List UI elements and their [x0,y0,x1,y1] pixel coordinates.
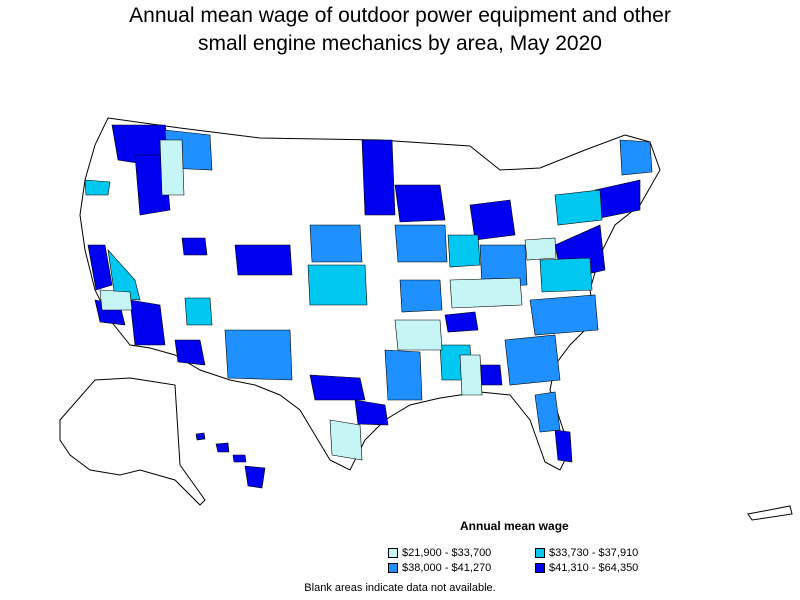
region-michigan [469,199,516,241]
hawaii-island-1 [195,432,206,441]
region-idaho [181,237,208,256]
legend-label-4: $41,310 - $64,350 [549,561,639,574]
region-new-mexico [224,329,293,381]
region-ohio [479,244,528,288]
region-california-central [87,244,113,291]
region-arizona [129,299,166,346]
region-minnesota [361,139,396,216]
legend-item-3: $38,000 - $41,270 [388,561,491,574]
region-missouri [399,279,443,313]
legend-swatch-4 [535,562,545,573]
region-arkansas [394,319,443,351]
region-nebraska-kansas [309,224,363,263]
legend-item-1: $21,900 - $33,700 [388,546,491,559]
region-kansas [307,264,368,306]
region-wisconsin [394,184,446,223]
hawaii-island-2 [215,442,230,453]
region-texas [309,374,366,401]
legend-swatch-2 [535,547,545,558]
legend-item-2: $33,730 - $37,910 [535,546,638,559]
hawaii [195,432,266,489]
region-california-east [107,249,141,301]
region-california-south [99,289,133,311]
regions-light [99,139,557,461]
region-iowa [394,224,448,263]
region-texas-south [354,399,389,426]
map-title-line-1: Annual mean wage of outdoor power equipm… [129,4,671,27]
region-tennessee [444,311,479,333]
region-carolinas [529,294,599,336]
region-alabama-north [459,354,483,396]
region-texas-gulf [329,419,363,461]
legend-swatch-3 [388,562,398,573]
region-west-virginia [524,237,557,261]
region-georgia [504,334,561,386]
region-utah [184,297,213,326]
region-florida-south [554,429,573,463]
region-montana-west [159,139,185,196]
legend-swatch-1 [388,547,398,558]
legend-label-3: $38,000 - $41,270 [402,561,492,574]
region-alabama [479,364,503,386]
legend-title: Annual mean wage [460,519,569,533]
region-maine [619,139,653,176]
legend-label-1: $21,900 - $33,700 [402,546,492,559]
region-texas-east [384,349,423,401]
alaska-outline [59,377,206,506]
map-title-line-2: small engine mechanics by area, May 2020 [198,32,602,55]
region-virginia [539,257,593,293]
hawaii-island-3 [232,454,247,463]
region-colorado [234,244,293,276]
region-indiana [447,234,481,268]
region-kentucky [449,277,523,309]
regions-dark-blue [87,124,641,463]
region-nevada-north [84,179,111,196]
region-new-york [554,189,603,226]
region-arizona-south [174,339,206,366]
legend-label-2: $33,730 - $37,910 [549,546,639,559]
blank-areas-note: Blank areas indicate data not available. [304,582,496,594]
region-florida [534,391,561,433]
hawaii-island-big [244,465,266,489]
regions-cyan [84,179,603,381]
legend-item-4: $41,310 - $64,350 [535,561,638,574]
puerto-rico [747,505,793,521]
map-title: Annual mean wage of outdoor power equipm… [0,2,800,58]
